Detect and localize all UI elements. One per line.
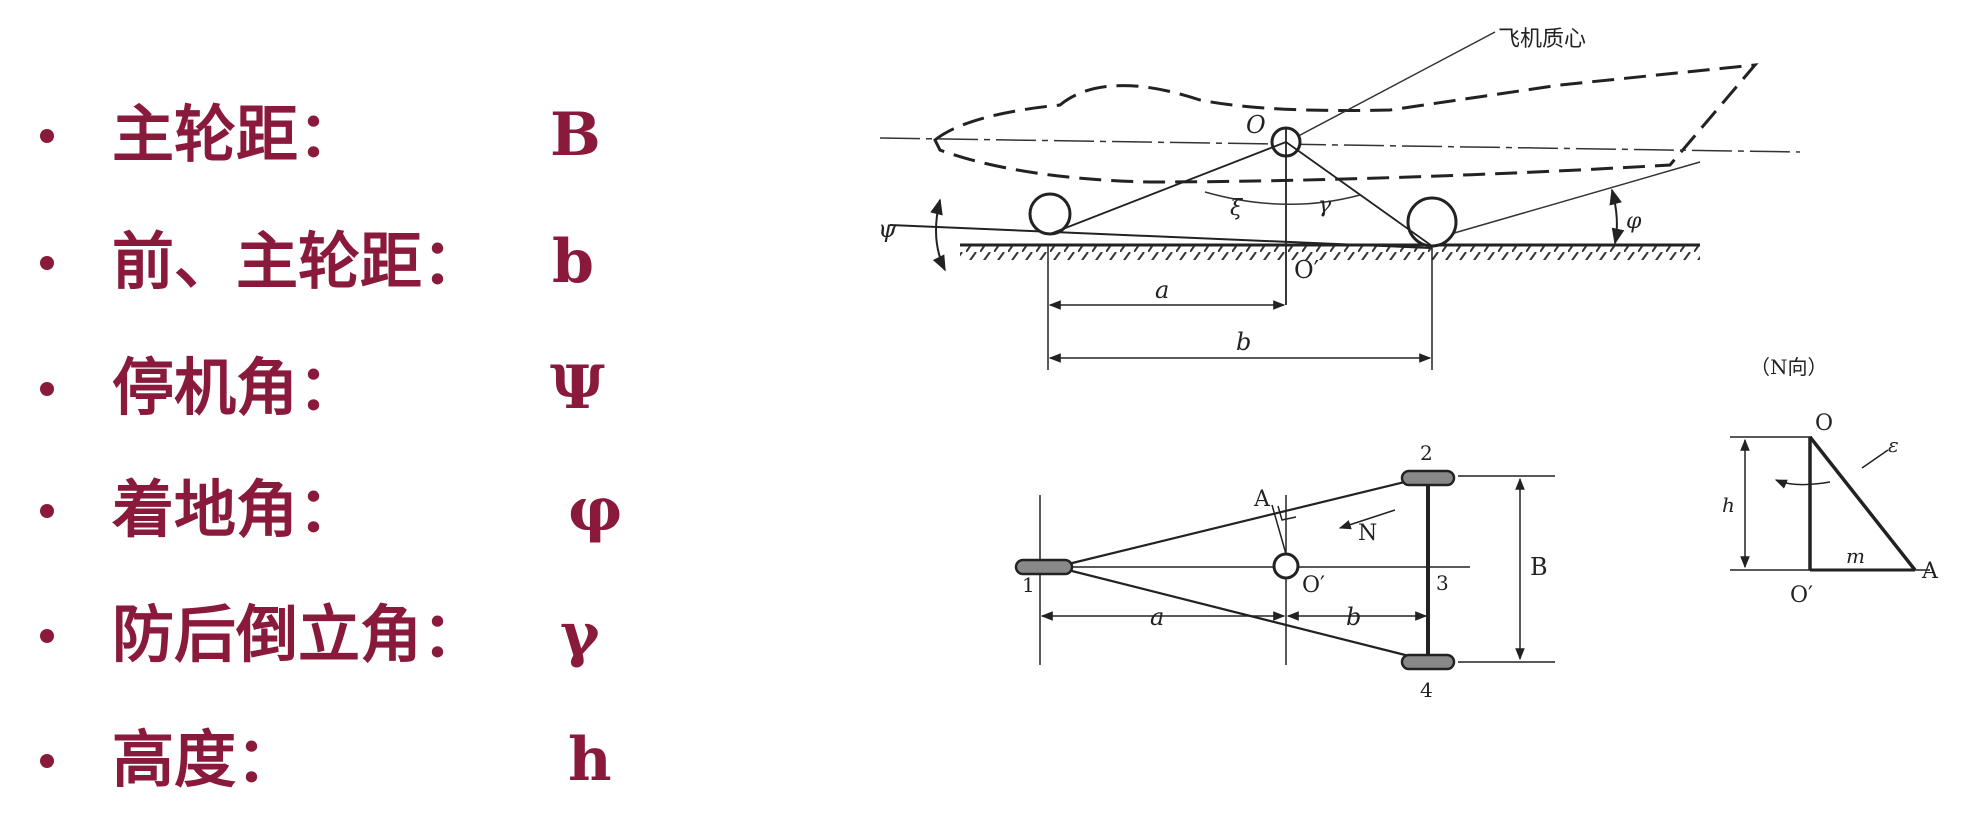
item-label: 主轮距：: [112, 98, 361, 171]
dim-big-b-label: B: [1530, 553, 1548, 581]
item-label: 着地角：: [112, 473, 361, 546]
psi-arc: [930, 198, 946, 272]
angle-phi-label: φ: [1626, 209, 1642, 234]
nose-to-right-main: [1059, 566, 1426, 662]
landing-angle-line: [1429, 161, 1701, 241]
plan-view: B a b 1 2 3 4 A N O′: [1014, 441, 1555, 702]
item-symbol: γ: [560, 600, 600, 670]
cg-circle-plan: [1272, 552, 1300, 580]
item-symbol: h: [568, 725, 612, 795]
main-wheel: [1406, 196, 1458, 248]
wheel-label-2: 2: [1420, 441, 1433, 465]
n-view-eps-leader: [1861, 449, 1889, 469]
item-label: 停机角：: [112, 351, 361, 424]
n-view: （N向） h ε O O′ A m: [1722, 355, 1939, 608]
item-symbol: B: [550, 100, 601, 170]
wheel-label-1: 1: [1022, 573, 1035, 597]
wheel-label-4: 4: [1420, 678, 1433, 702]
fuselage-outline: [933, 63, 1759, 184]
n-direction-arrow: [1338, 509, 1396, 530]
nose-to-left-main: [1059, 475, 1426, 568]
right-main-wheel-plan: [1400, 653, 1456, 671]
side-view: 飞机质心 ξ γ O O′ ψ φ a b: [878, 27, 1801, 370]
fuselage-centerline: [879, 137, 1801, 153]
list-item-front-main-distance: 前、主轮距： b: [0, 222, 660, 312]
angle-xi-label: ξ: [1230, 196, 1244, 221]
point-a-label: A: [1253, 487, 1271, 512]
wheel-label-3: 3: [1436, 571, 1449, 595]
perpendicular-to-a: [1271, 504, 1287, 555]
list-item-height: 高度： h: [0, 720, 660, 810]
list-item-parking-angle: 停机角： Ψ: [0, 348, 660, 438]
point-o-label: O: [1246, 111, 1266, 139]
bullet-icon: [40, 129, 54, 143]
bullet-icon: [40, 504, 54, 518]
bullet-icon: [40, 629, 54, 643]
n-view-a-label: A: [1921, 559, 1939, 584]
n-view-hypotenuse: [1808, 435, 1917, 572]
item-label: 前、主轮距：: [112, 225, 485, 298]
left-main-wheel-plan: [1400, 469, 1456, 487]
dim-a-plan-label: a: [1150, 603, 1164, 631]
bullet-icon: [40, 382, 54, 396]
cg-leader-line: [1286, 31, 1496, 143]
phi-arc: [1609, 188, 1625, 245]
n-view-m-label: m: [1846, 544, 1865, 568]
dim-b-plan-label: b: [1346, 603, 1361, 631]
cg-caption: 飞机质心: [1498, 27, 1586, 52]
dim-b-label: b: [1236, 328, 1251, 356]
n-label: N: [1358, 521, 1377, 546]
n-view-o-prime-label: O′: [1790, 583, 1813, 608]
n-view-eps-arc: [1774, 479, 1831, 489]
cg-to-main-line: [1285, 141, 1433, 247]
n-view-o-label: O: [1815, 411, 1833, 436]
point-o-prime-plan-label: O′: [1302, 573, 1325, 598]
n-view-caption: （N向）: [1750, 355, 1828, 379]
bullet-icon: [40, 256, 54, 270]
ground-hatch: [960, 246, 1700, 260]
xi-gamma-arc: [1204, 191, 1361, 206]
bullet-icon: [40, 754, 54, 768]
list-item-anti-tip-angle: 防后倒立角： γ: [0, 595, 660, 685]
parking-line: [889, 224, 1431, 249]
point-o-prime-label: O′: [1294, 256, 1319, 284]
dim-a-label: a: [1155, 276, 1169, 304]
item-label: 高度：: [112, 723, 299, 796]
angle-psi-label: ψ: [878, 215, 898, 243]
cg-to-nose-line: [1049, 141, 1287, 235]
angle-gamma-label: γ: [1318, 193, 1332, 218]
list-item-landing-angle: 着地角： φ: [0, 470, 660, 560]
right-angle-mark: [1277, 505, 1297, 521]
item-symbol: b: [552, 227, 594, 297]
n-view-eps-label: ε: [1888, 433, 1899, 457]
nose-wheel-plan: [1014, 558, 1074, 576]
list-item-main-wheel-track: 主轮距： B: [0, 95, 660, 185]
parameter-list: 主轮距： B 前、主轮距： b 停机角： Ψ 着地角： φ 防后倒立角： γ 高…: [0, 0, 660, 820]
item-symbol: Ψ: [550, 353, 605, 423]
n-view-h-label: h: [1722, 493, 1735, 517]
item-symbol: φ: [568, 475, 623, 545]
item-label: 防后倒立角：: [112, 598, 485, 671]
